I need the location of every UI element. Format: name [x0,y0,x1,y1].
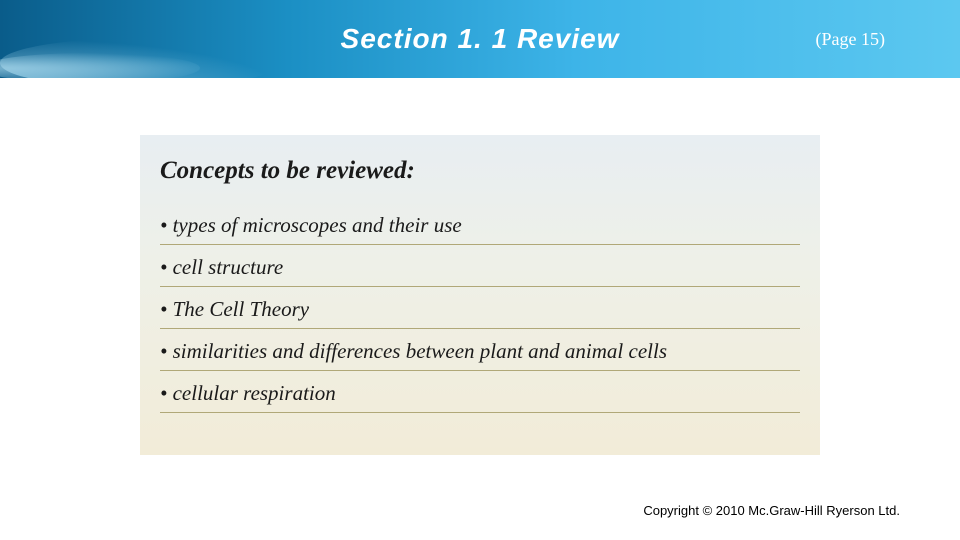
slide-header: Section 1. 1 Review (Page 15) [0,0,960,78]
bullet-item: • similarities and differences between p… [160,329,800,371]
bullet-text: • The Cell Theory [160,297,309,321]
subtitle-heading: Concepts to be reviewed: [160,157,800,185]
bullet-list: • types of microscopes and their use • ce… [160,203,800,413]
bullet-text: • types of microscopes and their use [160,213,462,237]
copyright-text: Copyright © 2010 Mc.Graw-Hill Ryerson Lt… [643,503,900,518]
bullet-item: • types of microscopes and their use [160,203,800,245]
bullet-text: • cell structure [160,255,283,279]
bullet-text: • cellular respiration [160,381,336,405]
content-panel: Concepts to be reviewed: • types of micr… [140,135,820,455]
page-reference: (Page 15) [816,29,885,50]
bullet-item: • cell structure [160,245,800,287]
section-title: Section 1. 1 Review [341,23,620,55]
bullet-item: • cellular respiration [160,371,800,413]
bullet-text: • similarities and differences between p… [160,339,667,363]
bullet-item: • The Cell Theory [160,287,800,329]
